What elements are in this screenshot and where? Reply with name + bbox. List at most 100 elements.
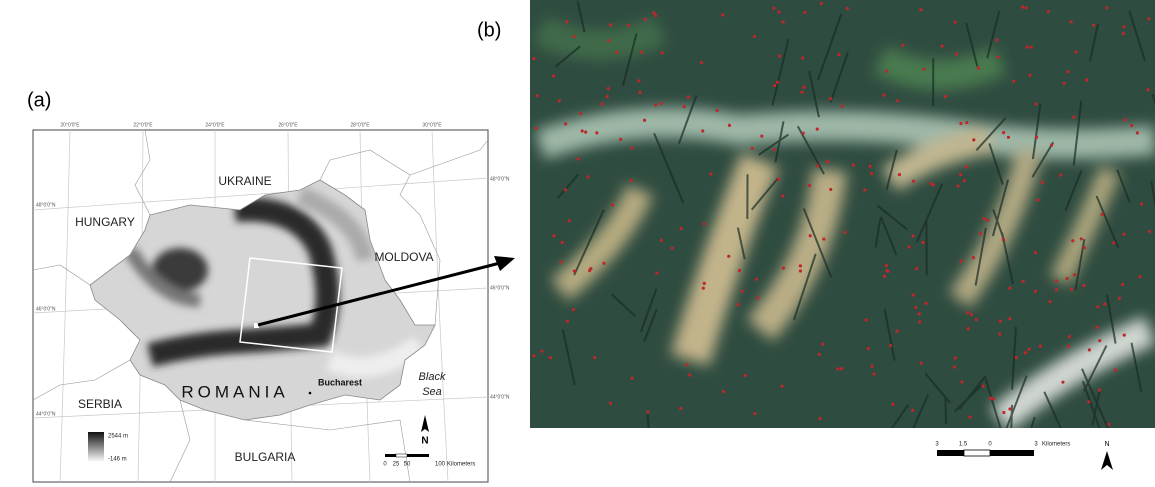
sample-point (536, 94, 539, 97)
sample-point (843, 231, 846, 234)
sample-point (1082, 284, 1085, 287)
sample-point (755, 278, 758, 281)
sample-point (821, 342, 824, 345)
sample-point (637, 79, 640, 82)
sample-point (586, 175, 589, 178)
sample-point (593, 356, 596, 359)
sample-point (552, 74, 555, 77)
sample-point (727, 255, 730, 258)
sample-point (643, 119, 646, 122)
graticule-label: 24°0'0"E (205, 122, 225, 128)
sample-point (627, 24, 630, 27)
country-label: HUNGARY (75, 215, 135, 229)
sample-point (744, 374, 747, 377)
sample-point (885, 264, 888, 267)
sample-point (975, 318, 978, 321)
sample-point (1022, 280, 1025, 283)
sample-point (995, 38, 998, 41)
sample-point (654, 14, 657, 17)
sample-point (891, 403, 894, 406)
sample-point (955, 52, 958, 55)
terrain-texture (945, 396, 946, 424)
sample-point (1024, 351, 1027, 354)
north-label: N (1104, 441, 1109, 448)
sample-point (772, 148, 775, 151)
sample-point (1096, 305, 1099, 308)
sample-point (1067, 345, 1070, 348)
sample-point (882, 94, 885, 97)
sea-label: Sea (422, 386, 442, 398)
sample-point (816, 164, 819, 167)
sample-point (837, 53, 840, 56)
graticule-label: 48°0'0"N (36, 202, 56, 208)
sample-point (619, 138, 622, 141)
sample-point (703, 282, 706, 285)
sample-point (721, 13, 724, 16)
scale-label: 0 (988, 442, 992, 448)
sample-point (549, 356, 552, 359)
sample-point (969, 415, 972, 418)
sample-point (671, 247, 674, 250)
sample-point (1071, 239, 1074, 242)
sample-point (1035, 102, 1038, 105)
sample-point (738, 269, 741, 272)
sample-point (686, 363, 689, 366)
sample-point (638, 91, 641, 94)
figure: (a) UKRAINE HUNGARY MOLDOVA SERBIA BULGA… (0, 0, 1155, 487)
graticule-label: 28°0'0"E (350, 122, 370, 128)
sample-point (702, 287, 705, 290)
sample-point (846, 7, 849, 10)
sample-point (1027, 348, 1030, 351)
sample-point (944, 95, 947, 98)
sample-point (1055, 288, 1058, 291)
sample-point (992, 397, 995, 400)
sample-point (967, 327, 970, 330)
sample-point (809, 234, 812, 237)
sample-point (800, 91, 803, 94)
sample-point (896, 99, 899, 102)
scale-label: 3 (1034, 442, 1038, 448)
sample-point (1098, 389, 1101, 392)
sample-point (701, 129, 704, 132)
panel-label: (b) (477, 19, 501, 41)
sample-point (607, 39, 610, 42)
sample-point (1034, 290, 1037, 293)
sample-point (1002, 131, 1005, 134)
sample-point (558, 99, 561, 102)
sample-point (715, 109, 718, 112)
sample-point (780, 385, 783, 388)
sample-point (1008, 407, 1011, 410)
sample-point (982, 217, 985, 220)
sample-point (568, 219, 571, 222)
sample-point (1139, 275, 1142, 278)
sample-point (564, 122, 567, 125)
graticule-label: 46°0'0"N (490, 285, 510, 291)
sample-point (601, 103, 604, 106)
sample-point (889, 344, 892, 347)
country-label: MOLDOVA (374, 250, 433, 264)
panel-label: (a) (27, 89, 51, 111)
sample-point (801, 56, 804, 59)
sample-point (532, 57, 535, 60)
sample-point (709, 172, 712, 175)
arrow-head (494, 256, 515, 271)
sample-point (615, 51, 618, 54)
sample-point (829, 97, 832, 100)
sample-point (841, 105, 844, 108)
sample-point (581, 129, 584, 132)
sample-point (660, 239, 663, 242)
sample-point (1073, 273, 1076, 276)
sample-point (863, 188, 866, 191)
sample-point (970, 313, 973, 316)
sample-point (954, 356, 957, 359)
elevation-legend (88, 432, 104, 462)
sample-point (1088, 348, 1091, 351)
sample-point (1072, 116, 1075, 119)
sample-point (799, 269, 802, 272)
sample-point (646, 410, 649, 413)
sample-point (687, 96, 690, 99)
sample-point (1087, 400, 1090, 403)
sample-point (736, 303, 739, 306)
sample-point (1095, 326, 1098, 329)
sample-point (1106, 6, 1109, 9)
